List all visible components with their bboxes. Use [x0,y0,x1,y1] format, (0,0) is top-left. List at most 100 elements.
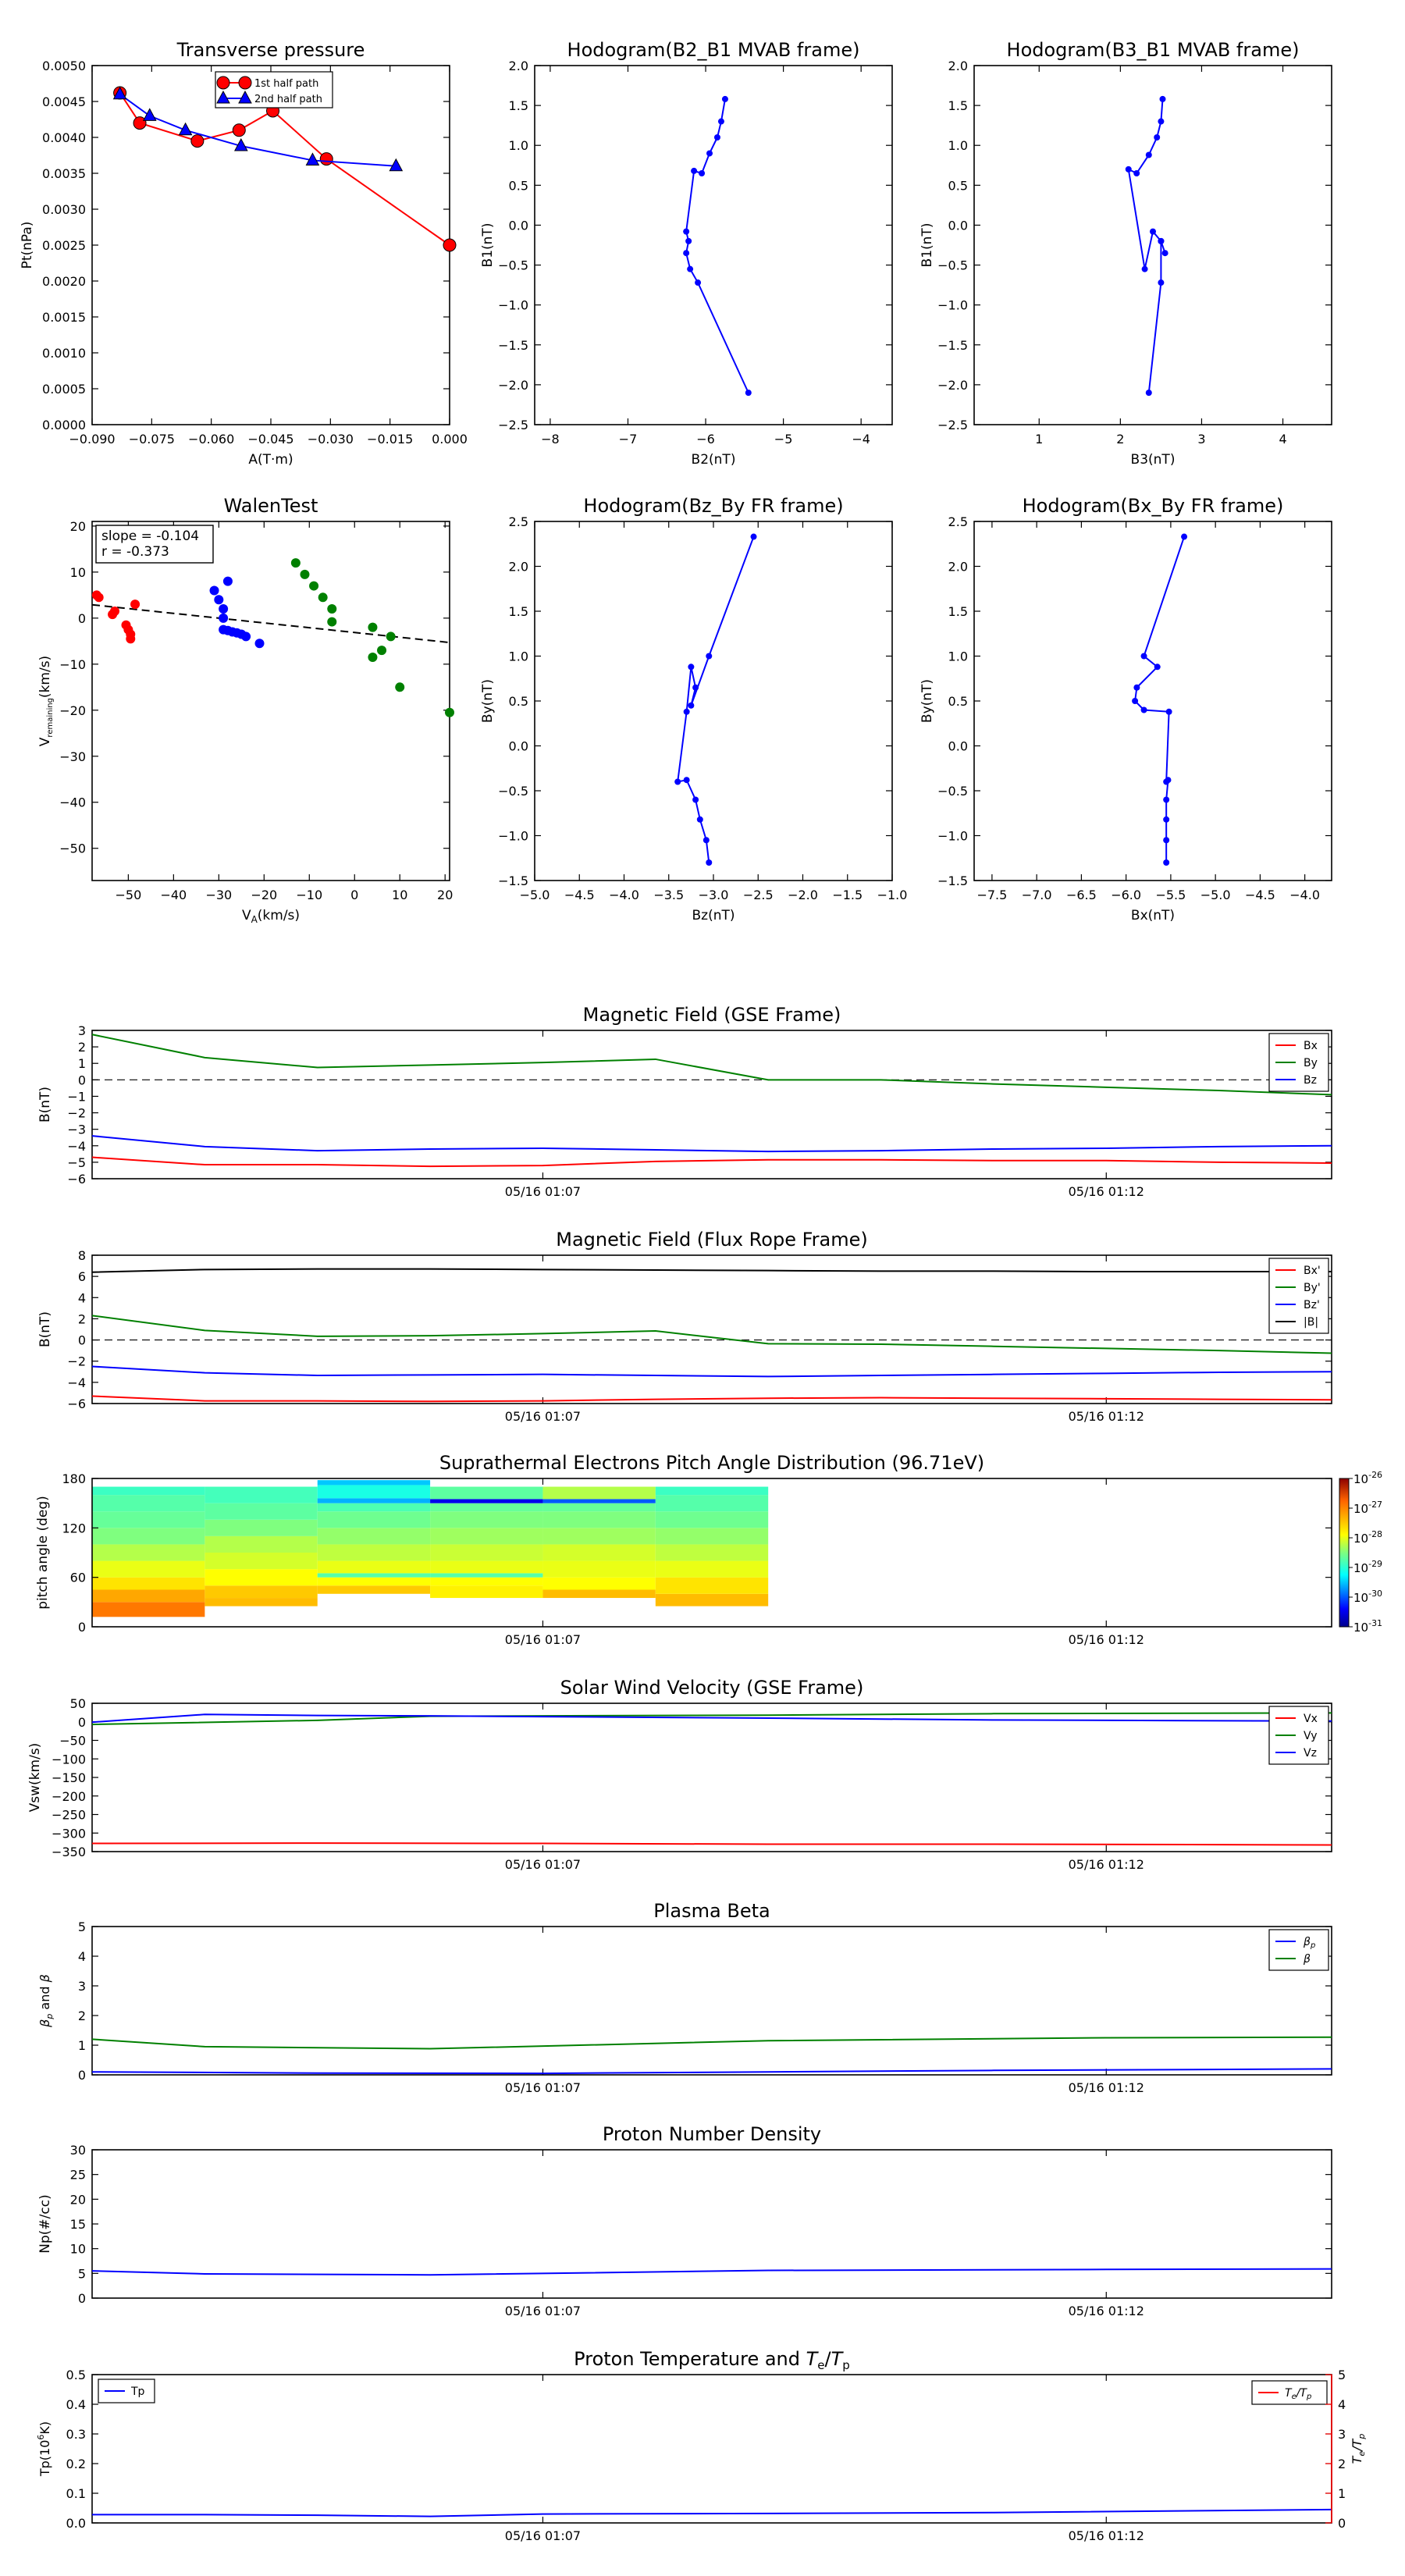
y-axis-label: B(nT) [37,1087,53,1123]
y2-tick-label: 5 [1338,2368,1346,2382]
data-point [309,581,319,591]
heatmap-cell [655,1495,769,1512]
x-tick-label: −4.0 [1289,888,1320,902]
chart-mag_gse: Magnetic Field (GSE Frame) −6 −5−4 −3 −2 −1 0 1… [37,1004,1332,1199]
x-tick-label: −0.075 [129,432,175,447]
y2-tick-label: 2 [1338,2457,1346,2471]
x-tick-label: 0.000 [432,432,468,447]
data-point [750,533,757,540]
annotation-box [95,525,214,564]
data-point [685,237,692,244]
data-point [318,592,328,603]
y-tick-label: 25 [70,2168,86,2183]
heatmap-cell [317,1544,431,1561]
y2-tick-label: 4 [1338,2397,1346,2412]
x-tick-label: −4 [852,432,870,447]
chart-title: Magnetic Field (GSE Frame) [583,1004,841,1026]
y-tick-label: 0.1 [66,2486,86,2501]
y-axis-label: Tp(106K) [36,2421,52,2477]
y-tick-label: −10 [59,657,86,672]
y-tick-label: 0.0005 [42,382,86,397]
series-line [91,1365,1332,1378]
data-point [1158,118,1165,125]
y-tick-label: −300 [52,1826,86,1841]
y-tick-label: −150 [52,1770,86,1785]
x-tick-label: −40 [160,888,187,902]
data-point [94,592,104,603]
data-point [683,777,690,784]
series-line [91,2268,1332,2276]
data-point [745,390,752,397]
data-point [300,569,310,579]
chart-h3: Hodogram(Bz_By FR frame) −1.5 −1.0 −0.5 0.0 0… [480,495,907,923]
heatmap-cell [205,1569,318,1586]
data-point [238,90,252,104]
y-tick-label: 0.5 [948,694,968,709]
colorbar-label: 10-28 [1353,1529,1382,1546]
data-point [232,123,246,137]
x-axis-label: Bx(nT) [1131,908,1175,923]
chart-mag_fr: Magnetic Field (Flux Rope Frame) −6 −4 −2 0 2… [37,1229,1332,1424]
chart-h1: Hodogram(B2_B1 MVAB frame) −2.5 −2.0 −1.5 −1… [480,39,893,468]
heatmap-cell [430,1499,543,1503]
y-tick-label: 0 [78,1073,86,1087]
annotation-text: slope = -0.104 [101,528,199,544]
plot-frame [973,521,1332,881]
data-point [699,170,706,176]
x-tick-label: 3 [1197,432,1205,447]
data-point [706,150,713,157]
data-point [377,646,387,656]
data-point [443,238,457,252]
time-tick-label: 05/16 01:07 [505,2528,581,2543]
y-tick-label: 1 [78,2038,86,2053]
data-point [683,708,690,715]
heatmap-cell [205,1553,318,1570]
y-tick-label: −1.0 [498,298,528,313]
chart-title: Suprathermal Electrons Pitch Angle Distr… [439,1452,984,1474]
x-axis-label: B2(nT) [692,452,736,468]
x-axis-label: B3(nT) [1131,452,1176,468]
series-line [91,1135,1332,1153]
chart-vsw: Solar Wind Velocity (GSE Frame) −350 −300 −… [27,1677,1332,1872]
y-tick-label: 1.5 [509,98,528,113]
legend-label: Bz' [1304,1299,1320,1311]
heatmap-cell [92,1528,205,1545]
data-point [290,558,301,568]
data-point [696,816,703,823]
heatmap-cell [205,1598,318,1606]
x-tick-label: 4 [1279,432,1286,447]
legend-label: β [1303,1953,1311,1966]
y-tick-label: 0.5 [948,178,968,193]
data-point [395,682,405,692]
data-point [713,134,720,141]
x-tick-label: −3.0 [699,888,729,902]
time-tick-label: 05/16 01:12 [1069,2080,1144,2095]
time-tick-label: 05/16 01:07 [505,2304,581,2318]
y-tick-label: −2 [67,1354,86,1369]
data-point [683,250,690,257]
y-tick-label: 0 [78,2291,86,2306]
y-tick-label: 2.0 [948,59,968,73]
y-tick-label: −3 [67,1123,86,1137]
time-tick-label: 05/16 01:12 [1069,1184,1144,1199]
y-tick-label: −0.5 [498,258,528,273]
data-point [692,796,699,803]
heatmap-cell [205,1503,318,1520]
chart-h2: Hodogram(B3_B1 MVAB frame) −2.5 −2.0 −1.5 −1… [919,39,1332,468]
heatmap-cell [317,1560,431,1574]
heatmap-cell [317,1485,431,1499]
heatmap-cell [542,1499,656,1503]
heatmap-cell [542,1511,656,1528]
y-axis-label: Np(#/cc) [37,2194,53,2253]
data-point [219,613,229,623]
chart-title: WalenTest [224,495,318,517]
y-tick-label: 0 [78,1620,86,1635]
y-tick-label: −1.5 [498,873,528,888]
chart-title: Hodogram(Bz_By FR frame) [583,495,843,517]
chart-title: Proton Temperature and Te/Tp [574,2348,850,2372]
series-line [91,1156,1332,1168]
series-line [119,93,397,167]
x-tick-label: −7.5 [976,888,1007,902]
y-tick-label: 4 [78,1949,86,1964]
series-line [91,1268,1332,1273]
